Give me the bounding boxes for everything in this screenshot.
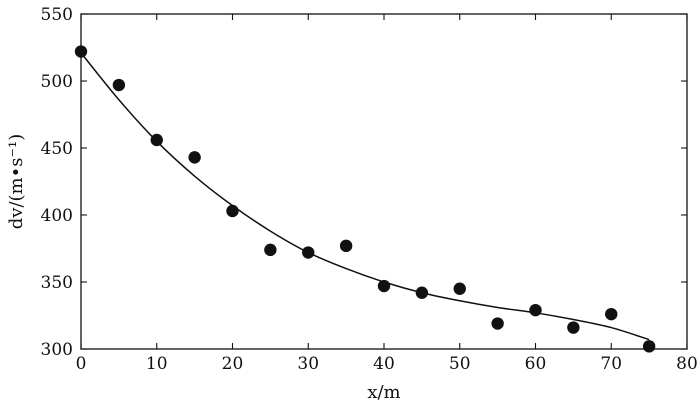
fit-curve-group (80, 52, 650, 341)
data-point (339, 239, 353, 253)
y-tick-label: 550 (41, 5, 73, 25)
data-point (529, 303, 542, 317)
x-tick-label: 0 (76, 354, 87, 374)
y-tick-label: 450 (41, 139, 73, 159)
data-point (264, 243, 277, 257)
data-point (74, 45, 88, 58)
x-tick-label: 20 (222, 354, 244, 374)
y-axis: 300 350 400 450 500 550 (41, 5, 687, 360)
y-tick-label: 500 (41, 72, 73, 92)
y-tick-label: 300 (41, 340, 73, 360)
data-point (302, 246, 315, 259)
x-tick-label: 50 (449, 354, 471, 374)
data-point (226, 204, 239, 218)
data-point (188, 151, 201, 164)
data-point (491, 317, 504, 330)
data-points (74, 45, 656, 353)
x-axis: 0 10 20 30 40 50 60 70 80 (76, 14, 698, 374)
x-tick-label: 70 (600, 354, 622, 374)
plot-frame (80, 13, 688, 350)
data-point (567, 321, 580, 334)
plot-border (80, 13, 688, 350)
data-point (605, 307, 618, 321)
x-tick-label: 40 (373, 354, 395, 374)
data-point (642, 340, 656, 353)
fit-curve (80, 52, 650, 341)
data-point (415, 286, 429, 299)
data-point (112, 78, 126, 92)
y-axis-title: dv/(m•s⁻¹) (6, 134, 27, 229)
x-tick-label: 80 (676, 354, 698, 374)
y-tick-label: 350 (41, 273, 73, 293)
data-point (453, 282, 466, 295)
data-point (150, 133, 163, 147)
x-tick-label: 30 (297, 354, 319, 374)
x-tick-label: 10 (146, 354, 168, 374)
data-point (377, 279, 391, 293)
x-axis-title: x/m (367, 382, 400, 403)
x-tick-label: 60 (525, 354, 547, 374)
y-tick-label: 400 (41, 206, 73, 226)
